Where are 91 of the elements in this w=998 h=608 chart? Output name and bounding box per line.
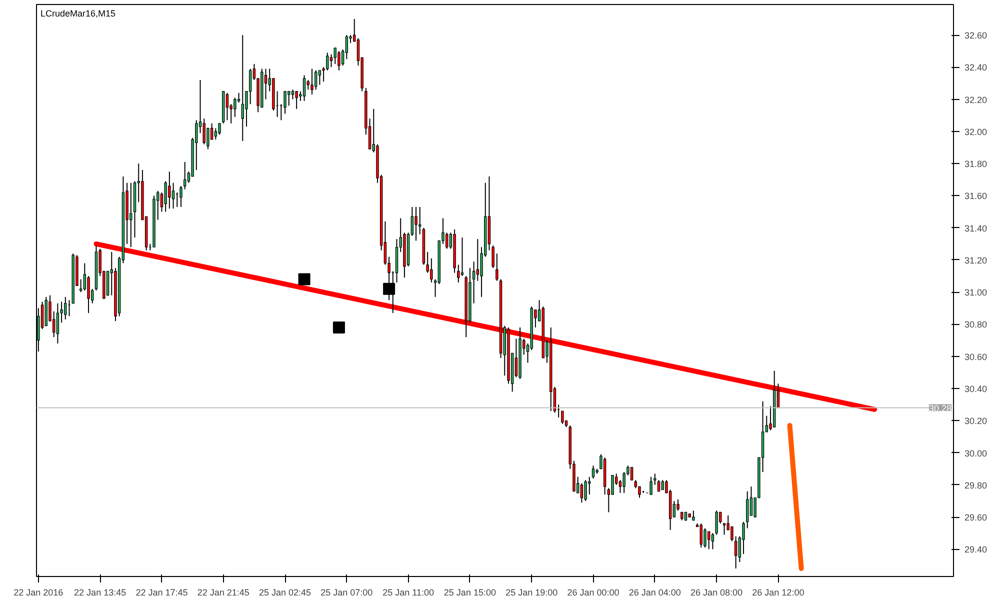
candlestick <box>472 261 476 304</box>
point <box>332 321 345 334</box>
candlestick <box>338 50 340 71</box>
candlestick <box>56 302 60 344</box>
candlestick <box>318 70 322 86</box>
y-tick-label: 30.20 <box>964 416 988 426</box>
y-tick-label: 32.60 <box>964 30 988 41</box>
candlestick <box>288 90 290 106</box>
candlestick <box>707 531 710 550</box>
candlestick <box>584 480 587 502</box>
candlestick <box>326 52 329 71</box>
candlestick <box>492 245 494 269</box>
x-tick-label: 25 Jan 15:00 <box>444 588 496 598</box>
x-tick-label: 22 Jan 17:45 <box>136 588 188 598</box>
candlestick <box>334 47 336 64</box>
candlestick <box>241 34 244 142</box>
candlestick <box>445 232 448 250</box>
candlestick <box>700 522 702 548</box>
y-tick-label: 29.60 <box>964 512 988 523</box>
candlestick <box>611 474 614 496</box>
candlestick <box>460 236 464 277</box>
candlestick <box>496 253 498 282</box>
y-tick-label: 31.20 <box>964 255 988 266</box>
candlestick <box>661 480 664 490</box>
candlestick <box>746 490 749 529</box>
candlestick <box>476 238 480 282</box>
y-tick-label: 31.00 <box>964 288 988 298</box>
candlestick <box>218 122 221 136</box>
candlestick <box>64 296 67 320</box>
point <box>298 273 310 286</box>
y-tick-label: 30.40 <box>964 384 988 394</box>
candlestick <box>164 180 167 212</box>
y-tick-label: 29.40 <box>964 544 988 555</box>
y-tick-label: 30.00 <box>964 448 988 458</box>
x-tick-label: 22 Jan 13:45 <box>74 588 126 598</box>
y-tick-label: 29.80 <box>964 480 988 490</box>
candlestick <box>457 264 460 283</box>
candlestick <box>592 465 595 479</box>
x-tick-label: 25 Jan 11:00 <box>382 588 434 598</box>
candlestick <box>742 521 745 555</box>
candlestick <box>180 186 182 208</box>
candlestick <box>711 532 714 550</box>
candlestick <box>418 206 422 235</box>
y-tick-label: 31.60 <box>964 191 988 202</box>
x-tick-label: 26 Jan 00:00 <box>567 588 620 598</box>
candlestick <box>183 161 186 190</box>
candlestick <box>704 528 706 548</box>
x-tick-label: 26 Jan 12:00 <box>752 588 804 598</box>
x-tick-label: 25 Jan 19:00 <box>506 588 558 598</box>
candlestick <box>657 480 660 492</box>
x-tick-label: 22 Jan 21:45 <box>197 588 250 598</box>
point <box>383 282 396 295</box>
candlestick <box>302 74 306 102</box>
candlestick <box>414 206 418 242</box>
x-tick-label: 26 Jan 04:00 <box>628 588 681 598</box>
candlestick <box>314 70 318 90</box>
candlestick <box>630 466 634 481</box>
candlestick <box>310 68 314 95</box>
candlestick <box>722 522 726 536</box>
y-tick-label: 31.40 <box>964 223 988 234</box>
ref-line-label: 30.28 <box>928 403 952 414</box>
candlestick <box>234 97 236 118</box>
candlestick <box>730 526 734 542</box>
candlestick <box>561 410 564 424</box>
x-tick-label: 26 Jan 08:00 <box>690 588 743 598</box>
y-tick-label: 32.00 <box>964 126 988 137</box>
y-tick-label: 30.80 <box>964 320 988 330</box>
candlestick <box>654 473 656 486</box>
chart-title: LCrudeMar16,M15 <box>40 8 116 18</box>
y-tick-label: 32.20 <box>964 94 988 105</box>
candlestick <box>588 476 591 496</box>
candlestick <box>130 182 132 248</box>
candlestick <box>226 92 229 121</box>
candlestick <box>734 536 738 569</box>
candlestick <box>715 510 718 536</box>
candlestick <box>430 258 433 283</box>
candlestick <box>172 182 175 210</box>
y-tick-label: 32.40 <box>964 62 988 73</box>
x-tick-label: 25 Jan 07:00 <box>320 588 373 598</box>
candlestick <box>87 276 90 314</box>
candlestick <box>168 171 171 210</box>
candlestick <box>650 476 652 496</box>
candlestick <box>692 510 695 521</box>
y-tick-label: 31.80 <box>964 159 988 170</box>
y-tick-label: 30.60 <box>964 352 988 362</box>
candlestick <box>295 90 298 110</box>
candlestick <box>291 89 294 100</box>
x-tick-label: 25 Jan 02:45 <box>258 588 312 598</box>
candlestick <box>284 90 286 114</box>
candlestick <box>580 482 584 504</box>
x-tick-label: 22 Jan 2016 <box>14 588 64 598</box>
